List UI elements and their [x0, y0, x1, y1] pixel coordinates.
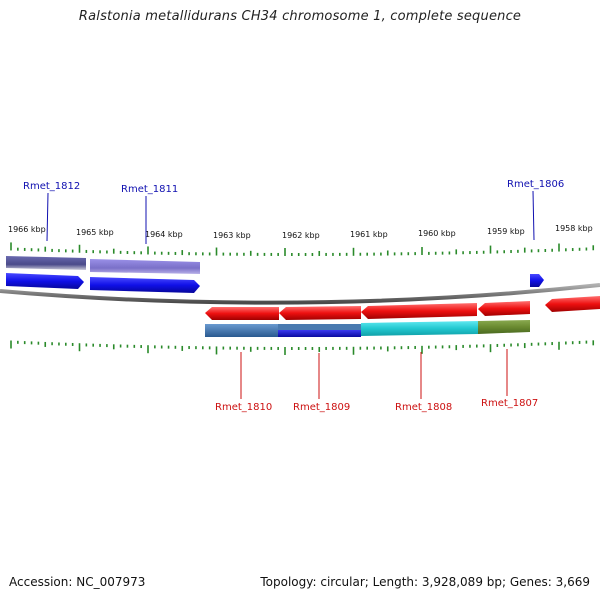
label-leader [532, 190, 535, 241]
ruler-label: 1965 kbp [76, 228, 114, 237]
cds-rmet-1808[interactable] [361, 321, 478, 336]
cds-rmet-1811[interactable] [90, 259, 200, 274]
ruler-label: 1962 kbp [282, 231, 320, 240]
cds-rmet-1809-upper [278, 324, 361, 330]
ruler-label: 1960 kbp [418, 229, 456, 238]
outer-ticks [10, 242, 595, 256]
label-leader [46, 192, 49, 242]
gene-arrow-rmet-1809[interactable] [279, 306, 361, 320]
cds-rmet-1807[interactable] [478, 320, 530, 334]
gene-label-rmet-1808[interactable]: Rmet_1808 [395, 402, 452, 413]
gene-arrow-rmet-1806[interactable] [530, 274, 544, 287]
ruler-label: 1959 kbp [487, 227, 525, 236]
ruler-label: 1964 kbp [145, 230, 183, 239]
forward-gene-track [6, 273, 544, 293]
gene-arrow-rmet-1811[interactable] [90, 277, 200, 293]
ruler-label: 1958 kbp [555, 224, 593, 233]
cds-rmet-1810[interactable] [205, 324, 278, 337]
reverse-cds-track [205, 320, 530, 337]
gene-arrow-rmet-1807[interactable] [478, 301, 530, 316]
gene-label-rmet-1806[interactable]: Rmet_1806 [507, 179, 564, 190]
cds-rmet-1812[interactable] [6, 256, 86, 270]
map-title: Ralstonia metallidurans CH34 chromosome … [78, 9, 522, 24]
reverse-gene-labels: Rmet_1810 Rmet_1809 Rmet_1808 Rmet_1807 [215, 349, 538, 413]
gene-label-rmet-1807[interactable]: Rmet_1807 [481, 398, 538, 409]
ruler-label: 1963 kbp [213, 231, 251, 240]
reverse-gene-track [205, 296, 600, 320]
inner-ticks [10, 340, 595, 355]
chromosome-backbone [0, 283, 600, 305]
gene-label-rmet-1810[interactable]: Rmet_1810 [215, 402, 272, 413]
ruler-label: 1966 kbp [8, 225, 46, 234]
gene-arrow-offscreen[interactable] [545, 296, 600, 312]
cds-rmet-1809[interactable] [278, 330, 361, 337]
outer-ruler: 1966 kbp 1965 kbp 1964 kbp 1963 kbp 1962… [8, 224, 595, 256]
gene-label-rmet-1809[interactable]: Rmet_1809 [293, 402, 350, 413]
forward-cds-track [6, 256, 200, 274]
gene-label-rmet-1812[interactable]: Rmet_1812 [23, 181, 80, 192]
ruler-label: 1961 kbp [350, 230, 388, 239]
forward-gene-labels: Rmet_1812 Rmet_1811 Rmet_1806 [23, 179, 564, 244]
gene-label-rmet-1811[interactable]: Rmet_1811 [121, 184, 178, 195]
gene-arrow-rmet-1810[interactable] [205, 307, 279, 320]
genome-summary-text: Topology: circular; Length: 3,928,089 bp… [260, 575, 590, 589]
gene-arrow-rmet-1808[interactable] [361, 303, 477, 319]
accession-text: Accession: NC_007973 [9, 575, 146, 589]
gene-arrow-rmet-1812[interactable] [6, 273, 84, 289]
